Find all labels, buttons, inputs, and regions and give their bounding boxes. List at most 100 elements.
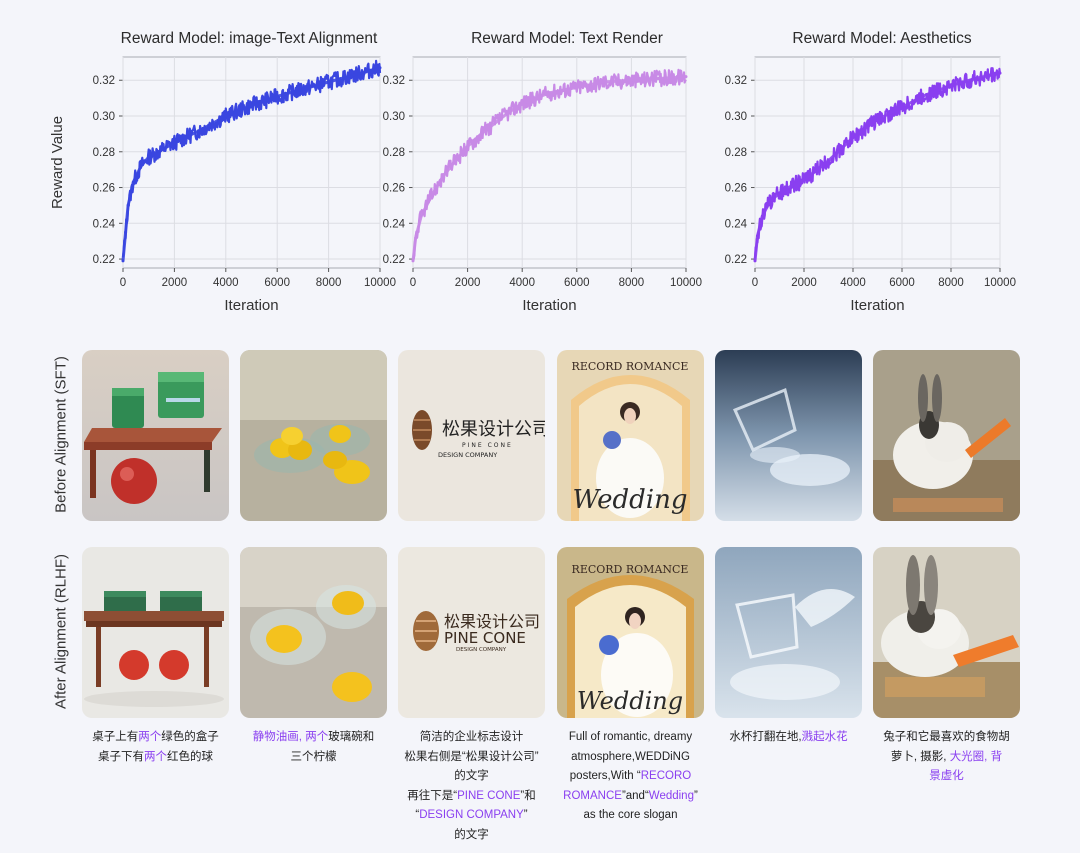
after-logo-pine: PINE CONE (444, 629, 526, 647)
caption-highlight: Wedding (648, 789, 694, 802)
y-tick-label: 0.22 (93, 254, 115, 266)
y-tick-label: 0.32 (383, 75, 405, 87)
caption-line: 静物油画, 两个玻璃碗和 (231, 728, 396, 748)
caption-text: as the core slogan (583, 809, 678, 821)
data-point (657, 76, 661, 80)
y-tick-label: 0.28 (93, 147, 115, 159)
caption-text: 红色的球 (167, 750, 213, 763)
before-image-table-boxes (82, 350, 229, 521)
data-point (352, 73, 356, 77)
x-axis-label: Iteration (224, 297, 278, 314)
data-point (755, 234, 759, 238)
chart-text-alignment: Reward Model: image-Text Alignment 0.22 0.… (49, 30, 396, 314)
data-point (452, 161, 456, 164)
caption-line: 水杯打翻在地,溅起水花 (706, 728, 871, 748)
caption-text: 水杯打翻在地, (729, 731, 802, 743)
data-point (466, 144, 470, 148)
data-point (802, 178, 806, 182)
x-tick-label: 0 (120, 277, 126, 289)
data-point (198, 128, 202, 132)
caption-text: 的文字 (454, 828, 489, 841)
caption-line: 桌子上有两个绿色的盒子 (73, 728, 238, 748)
chart-title: Reward Model: Aesthetics (792, 30, 971, 47)
caption-line: Full of romantic, dreamy (548, 728, 713, 748)
caption-highlight: 两个 (305, 731, 329, 743)
data-point (479, 132, 483, 136)
x-tick-label: 10000 (364, 277, 396, 289)
after-image-logo: 松果设计公司 PINE CONE DESIGN COMPANY (398, 547, 545, 718)
y-axis-label: Reward Value (49, 116, 66, 209)
after-image-glass-splash (715, 547, 862, 718)
data-point (998, 71, 1002, 75)
data-point (438, 178, 442, 182)
caption-line: 松果右侧是“松果设计公司” (389, 748, 554, 768)
before-image-wedding-poster: RECORD ROMANCE Wedding (557, 350, 704, 521)
caption-wedding-poster: Full of romantic, dreamy atmosphere,WEDDi… (548, 728, 713, 826)
caption-text: atmosphere,WEDDiNG (571, 750, 690, 763)
y-tick-label: 0.26 (383, 183, 405, 195)
data-point (275, 94, 279, 98)
x-axis-label: Iteration (850, 297, 904, 314)
after-image-wedding-poster: RECORD ROMANCE Wedding (557, 547, 704, 718)
caption-line: 三个柠檬 (231, 748, 396, 768)
caption-highlight: RECORO (640, 770, 692, 782)
x-axis-label: Iteration (522, 297, 576, 314)
data-point (827, 159, 830, 163)
data-point (974, 76, 977, 80)
data-point (139, 164, 143, 168)
caption-highlight: PINE CONE (457, 789, 521, 802)
chart-title: Reward Model: Text Render (471, 30, 663, 47)
y-tick-label: 0.32 (725, 75, 747, 87)
caption-line: 萝卜, 摄影, 大光圈, 背 (864, 748, 1029, 768)
x-tick-label: 2000 (162, 277, 188, 289)
data-point (419, 214, 423, 218)
data-point (224, 114, 228, 118)
y-tick-label: 0.28 (725, 147, 747, 159)
before-image-lemons (240, 350, 387, 521)
series-line (121, 59, 382, 258)
x-tick-label: 4000 (509, 277, 535, 289)
data-point (378, 66, 382, 70)
series-trend (121, 66, 381, 261)
caption-line: as the core slogan (548, 806, 713, 826)
caption-highlight: ROMANCE (563, 789, 622, 802)
x-tick-label: 6000 (889, 277, 915, 289)
caption-lemons: 静物油画, 两个玻璃碗和 三个柠檬 (231, 728, 396, 767)
y-tick-label: 0.26 (93, 183, 115, 195)
data-point (131, 180, 135, 184)
data-point (548, 91, 551, 95)
caption-text: Full of romantic, dreamy (568, 731, 693, 743)
y-tick-label: 0.30 (725, 111, 747, 123)
before-logo-cn: 松果设计公司 (442, 419, 545, 440)
before-poster-bottom: Wedding (573, 485, 688, 515)
caption-line: 兔子和它最喜欢的食物胡 (864, 728, 1029, 748)
caption-logo: 简洁的企业标志设计 松果右侧是“松果设计公司” 的文字 再往下是“PINE CONE”… (389, 728, 554, 845)
after-image-table-boxes (82, 547, 229, 718)
caption-text: ” (693, 789, 698, 802)
caption-highlight: 溅起水花 (801, 731, 848, 743)
plot-frame (122, 56, 381, 269)
data-point (949, 84, 953, 88)
x-tick-label: 4000 (840, 277, 866, 289)
caption-text: 再往下是“ (407, 789, 458, 802)
series-trend (411, 75, 687, 261)
chart-aesthetics: Reward Model: Aesthetics 0.22 0.24 0.26 0.28… (725, 30, 1016, 314)
y-tick-label: 0.32 (93, 75, 115, 87)
caption-line: 桌子下有两个红色的球 (73, 748, 238, 768)
data-point (121, 259, 125, 263)
y-tick-label: 0.30 (93, 111, 115, 123)
x-tick-label: 2000 (791, 277, 817, 289)
data-point (900, 105, 904, 109)
data-point (925, 93, 928, 97)
data-point (507, 110, 511, 114)
data-point (575, 85, 579, 89)
data-point (602, 80, 606, 84)
caption-text: 的文字 (454, 770, 489, 782)
data-point (172, 141, 176, 145)
before-poster-top: RECORD ROMANCE (572, 360, 689, 373)
data-point (851, 135, 855, 139)
data-point (876, 118, 879, 122)
x-tick-label: 8000 (316, 277, 342, 289)
x-tick-label: 6000 (564, 277, 590, 289)
series-line (753, 67, 1002, 259)
